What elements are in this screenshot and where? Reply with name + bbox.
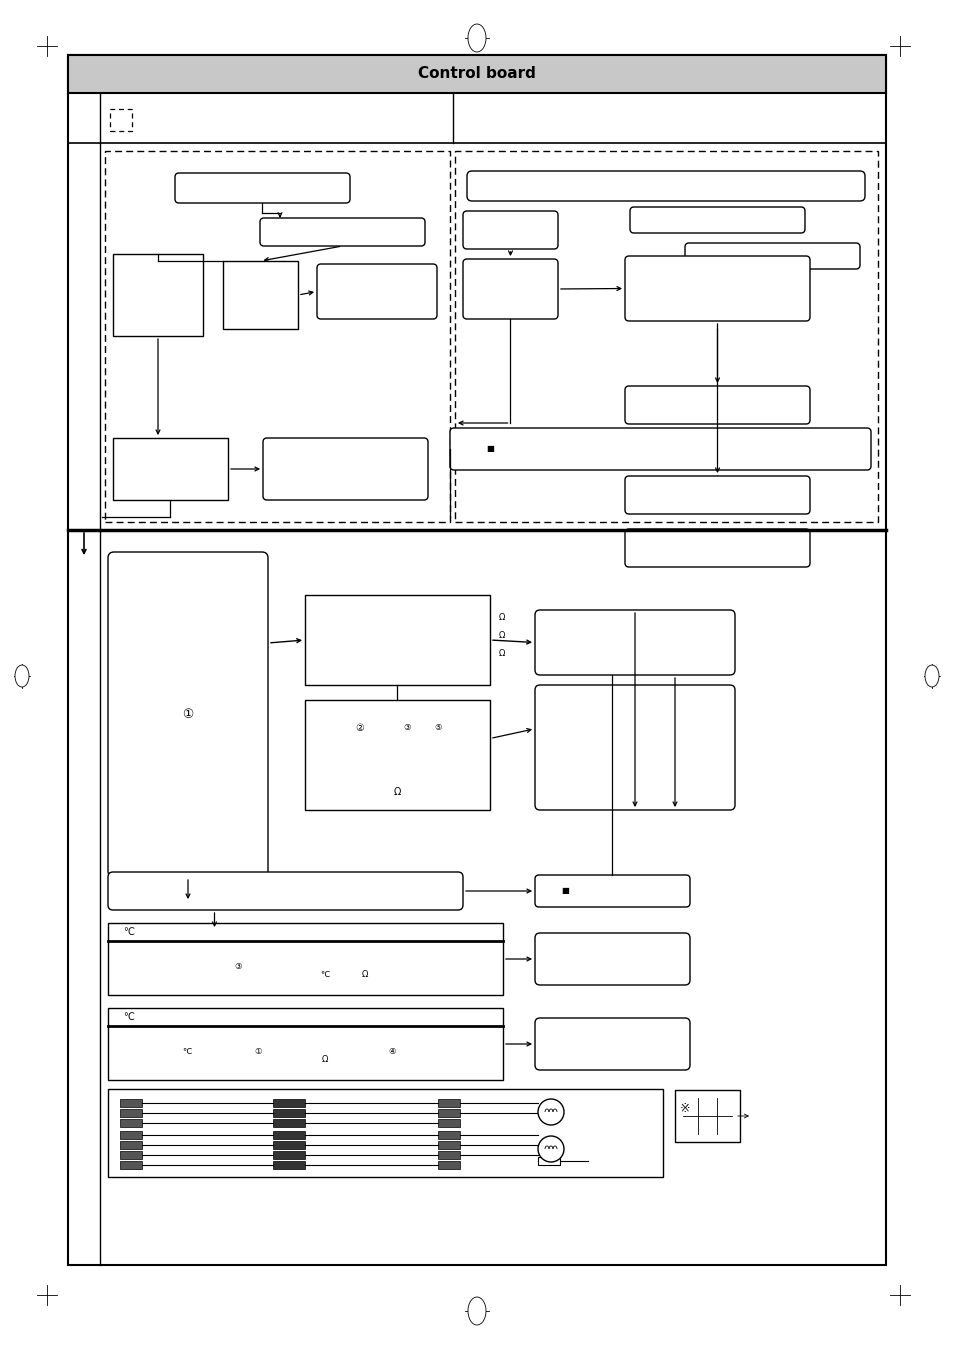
Bar: [273, 1119, 305, 1127]
Text: Ω: Ω: [361, 970, 368, 980]
FancyBboxPatch shape: [108, 552, 268, 877]
Circle shape: [537, 1099, 563, 1124]
Bar: [437, 1141, 459, 1149]
Bar: [120, 1119, 142, 1127]
Bar: [675, 1091, 740, 1142]
Text: ※: ※: [679, 1103, 690, 1115]
Ellipse shape: [468, 24, 485, 51]
Bar: [273, 1141, 305, 1149]
Ellipse shape: [924, 666, 938, 687]
Bar: [437, 1151, 459, 1160]
Text: ①: ①: [254, 1047, 261, 1055]
Bar: [68, 55, 885, 93]
Bar: [437, 1109, 459, 1118]
Bar: [120, 1109, 142, 1118]
Text: ℃: ℃: [123, 927, 133, 938]
FancyBboxPatch shape: [316, 264, 436, 319]
Bar: [108, 923, 502, 994]
FancyBboxPatch shape: [535, 1017, 689, 1070]
Bar: [120, 1099, 142, 1107]
Bar: [112, 438, 228, 501]
Bar: [120, 1151, 142, 1160]
FancyBboxPatch shape: [535, 934, 689, 985]
Bar: [110, 110, 132, 131]
Bar: [120, 1141, 142, 1149]
Bar: [273, 1151, 305, 1160]
Text: ℃: ℃: [182, 1047, 192, 1055]
Text: ℃: ℃: [320, 970, 330, 980]
FancyBboxPatch shape: [684, 244, 859, 269]
Bar: [537, 1157, 559, 1165]
Text: ℃: ℃: [123, 1012, 133, 1022]
Bar: [305, 595, 490, 685]
Bar: [437, 1119, 459, 1127]
Ellipse shape: [468, 1298, 485, 1325]
Bar: [437, 1161, 459, 1169]
Text: Ω: Ω: [394, 787, 401, 797]
FancyBboxPatch shape: [467, 170, 864, 202]
FancyBboxPatch shape: [624, 476, 809, 514]
Text: ④: ④: [388, 1047, 395, 1055]
Text: ①: ①: [182, 708, 193, 721]
Text: ②: ②: [355, 723, 364, 733]
Bar: [455, 152, 877, 522]
FancyBboxPatch shape: [535, 875, 689, 907]
Text: ■: ■: [485, 445, 494, 453]
FancyBboxPatch shape: [624, 529, 809, 567]
FancyBboxPatch shape: [535, 610, 734, 675]
FancyBboxPatch shape: [629, 207, 804, 233]
Circle shape: [537, 1137, 563, 1162]
Bar: [273, 1131, 305, 1139]
Bar: [68, 55, 885, 1265]
FancyBboxPatch shape: [108, 871, 462, 911]
Text: Control board: Control board: [417, 66, 536, 81]
Bar: [223, 261, 297, 329]
Text: ⑤: ⑤: [434, 724, 441, 732]
Text: Ω: Ω: [498, 613, 505, 622]
Bar: [120, 1131, 142, 1139]
Text: Ω: Ω: [498, 630, 505, 640]
Text: ③: ③: [234, 962, 242, 970]
Bar: [305, 700, 490, 810]
Bar: [273, 1161, 305, 1169]
FancyBboxPatch shape: [535, 685, 734, 810]
Text: ■: ■: [560, 886, 568, 896]
Bar: [273, 1109, 305, 1118]
FancyBboxPatch shape: [462, 211, 558, 249]
Bar: [120, 1161, 142, 1169]
FancyBboxPatch shape: [263, 438, 428, 501]
Bar: [273, 1099, 305, 1107]
FancyBboxPatch shape: [260, 218, 424, 246]
FancyBboxPatch shape: [450, 428, 870, 469]
Text: Ω: Ω: [498, 649, 505, 658]
FancyBboxPatch shape: [624, 256, 809, 321]
Text: ③: ③: [402, 724, 410, 732]
Bar: [108, 1089, 662, 1177]
Text: Ω: Ω: [322, 1055, 328, 1065]
Bar: [112, 254, 203, 336]
FancyBboxPatch shape: [462, 258, 558, 319]
Bar: [437, 1099, 459, 1107]
FancyBboxPatch shape: [624, 386, 809, 423]
FancyBboxPatch shape: [174, 173, 350, 203]
Ellipse shape: [15, 666, 29, 687]
Bar: [437, 1131, 459, 1139]
Bar: [108, 1008, 502, 1080]
Bar: [105, 152, 450, 522]
